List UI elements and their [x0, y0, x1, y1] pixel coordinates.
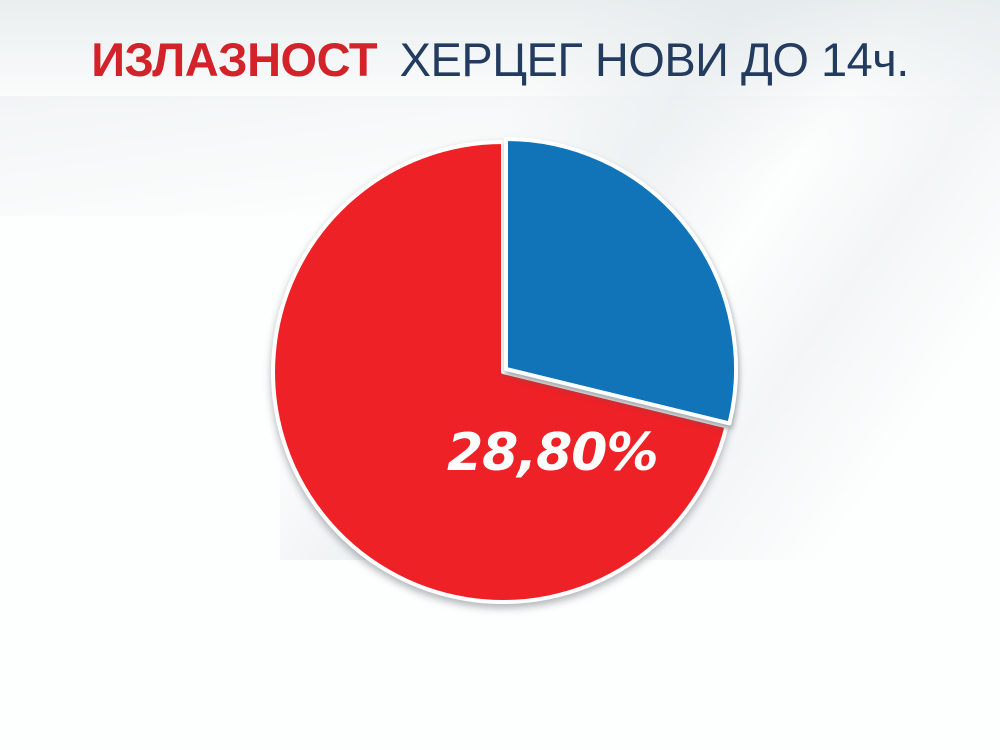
pie-slice-turnout [504, 137, 738, 426]
title-rest: ХЕРЦЕГ НОВИ ДО 14ч. [399, 33, 910, 86]
pie-slice-remainder [271, 140, 729, 604]
page-title: ИЗЛАЗНОСТ ХЕРЦЕГ НОВИ ДО 14ч. [0, 34, 1000, 86]
pie-data-label: 28,80% [447, 423, 659, 483]
title-highlight: ИЗЛАЗНОСТ [91, 33, 378, 86]
